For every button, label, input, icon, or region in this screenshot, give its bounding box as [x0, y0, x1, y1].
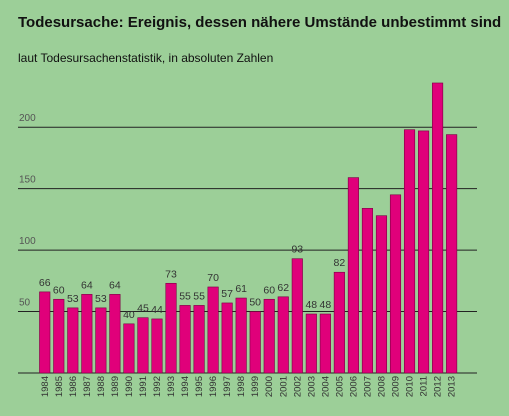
x-tick-label: 1998	[236, 376, 247, 397]
data-label: 48	[320, 299, 332, 311]
x-tick-label: 2006	[348, 376, 359, 397]
y-axis-ticks: 50 100 150 200	[19, 113, 36, 308]
bar	[81, 294, 93, 374]
data-label: 53	[95, 293, 107, 305]
x-tick-label: 1986	[68, 376, 79, 397]
bar	[319, 313, 331, 374]
x-tick-label: 2005	[334, 376, 345, 397]
x-tick-label: 1996	[208, 376, 219, 397]
bar	[221, 302, 233, 374]
y-tick-label: 200	[19, 113, 36, 124]
x-tick-label: 1995	[194, 376, 205, 397]
bar	[432, 82, 444, 374]
data-label: 62	[277, 282, 289, 294]
bars	[39, 82, 458, 374]
x-tick-label: 1984	[40, 376, 51, 397]
x-axis-ticks: 1984 1985 1986 1987 1988 1989 1990 1991 1992 1993…	[40, 376, 458, 397]
x-tick-label: 2000	[264, 376, 275, 397]
x-tick-label: 1987	[82, 376, 93, 397]
y-tick-label: 50	[19, 298, 31, 309]
data-label: 48	[305, 299, 317, 311]
x-tick-label: 1992	[152, 376, 163, 397]
x-tick-label: 2013	[447, 376, 458, 397]
data-label: 40	[123, 309, 135, 321]
data-label: 93	[291, 244, 303, 256]
chart-title: Todesursache: Ereignis, dessen nähere Um…	[18, 14, 502, 31]
x-tick-label: 1991	[138, 376, 149, 397]
bar	[418, 130, 430, 374]
data-label: 73	[165, 268, 177, 280]
y-tick-label: 100	[19, 236, 36, 247]
bar	[165, 282, 177, 374]
data-label: 82	[334, 257, 346, 269]
bar	[305, 313, 317, 374]
bar	[235, 297, 247, 374]
data-label: 57	[221, 288, 233, 300]
x-tick-label: 1985	[54, 376, 65, 397]
x-tick-label: 2002	[292, 376, 303, 397]
data-label: 53	[67, 293, 79, 305]
bar	[291, 258, 303, 374]
data-label: 55	[193, 290, 205, 302]
x-tick-label: 1993	[166, 376, 177, 397]
x-tick-label: 2007	[362, 376, 373, 397]
x-tick-label: 1999	[250, 376, 261, 397]
x-tick-label: 2011	[419, 376, 430, 396]
bar	[347, 177, 359, 374]
bar	[277, 296, 289, 374]
data-label: 60	[263, 284, 275, 296]
bar	[179, 305, 191, 374]
bar	[95, 307, 107, 374]
x-tick-label: 2012	[433, 376, 444, 397]
x-tick-label: 2010	[405, 376, 416, 397]
data-label: 70	[207, 272, 219, 284]
chart-subtitle: laut Todesursachenstatistik, in absolute…	[18, 51, 274, 65]
bar	[193, 305, 205, 374]
bar	[375, 215, 388, 374]
x-tick-label: 2008	[376, 376, 387, 397]
bar	[123, 323, 135, 374]
data-label: 44	[151, 304, 163, 316]
bar	[151, 318, 163, 374]
bar	[333, 271, 345, 374]
x-tick-label: 1990	[124, 376, 135, 397]
bar	[249, 311, 261, 374]
bar	[207, 286, 219, 374]
y-tick-label: 150	[19, 175, 36, 186]
data-label: 45	[137, 303, 149, 315]
bar	[361, 208, 373, 374]
data-label: 60	[53, 284, 65, 296]
data-label: 66	[39, 277, 51, 289]
x-tick-label: 2001	[278, 376, 289, 397]
data-label: 61	[235, 283, 247, 295]
data-label: 64	[109, 279, 121, 291]
bar	[403, 129, 416, 374]
data-label: 55	[179, 290, 191, 302]
bar	[446, 134, 458, 374]
bar	[389, 194, 402, 374]
x-tick-label: 1989	[110, 376, 121, 397]
x-tick-label: 2003	[306, 376, 317, 397]
bar	[39, 291, 51, 374]
bar	[67, 307, 79, 374]
bar	[263, 298, 275, 374]
x-tick-label: 2009	[391, 376, 402, 397]
x-tick-label: 1997	[222, 376, 233, 397]
x-tick-label: 2004	[320, 376, 331, 397]
bar	[109, 294, 121, 374]
bar	[137, 317, 149, 374]
x-tick-label: 1988	[96, 376, 107, 397]
data-label: 50	[249, 297, 261, 309]
bar	[53, 298, 65, 374]
data-label: 64	[81, 279, 93, 291]
x-tick-label: 1994	[180, 376, 191, 397]
